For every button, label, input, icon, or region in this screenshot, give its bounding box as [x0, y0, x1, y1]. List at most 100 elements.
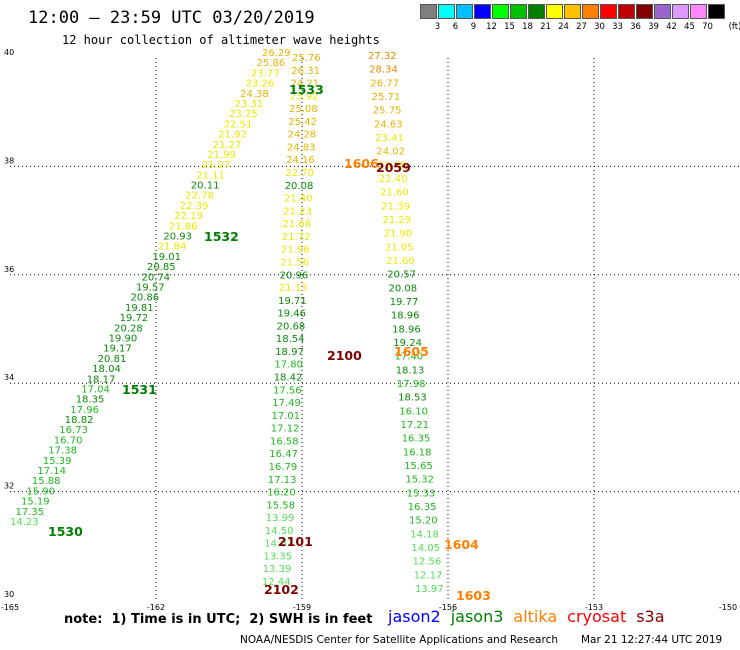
colorbar-label: 39: [648, 22, 659, 32]
wave-height-label: 18.97: [275, 347, 304, 358]
wave-height-label: 21.13: [279, 283, 308, 294]
colorbar-swatch: [456, 4, 473, 19]
colorbar-label: 42: [666, 22, 677, 32]
track-time-label: 1533: [289, 82, 324, 97]
map-tick-labels: -165 -162 -159 -156 -153 -150 30 32 34 36 38 40: [1, 48, 737, 612]
wave-height-label: 21.27: [213, 140, 242, 151]
wave-height-label: 25.71: [372, 92, 401, 103]
map-grid: [10, 58, 740, 600]
wave-height-label: 21.23: [283, 206, 312, 217]
colorbar-swatch: [672, 4, 689, 19]
wave-height-values: 14.2317.3515.1915.9015.8817.1415.3917.38…: [10, 48, 444, 595]
wave-height-label: 15.65: [404, 461, 433, 472]
wave-height-label: 14.50: [265, 526, 294, 537]
colorbar-swatch: [600, 4, 617, 19]
wave-height-label: 12.56: [413, 557, 442, 568]
wave-height-label: 20.74: [142, 272, 171, 283]
wave-height-label: 16.20: [267, 488, 296, 499]
wave-height-label: 22.40: [379, 174, 408, 185]
wave-height-label: 19.57: [136, 283, 165, 294]
wave-height-label: 17.13: [268, 475, 297, 486]
colorbar-swatch: [438, 4, 455, 19]
lat-tick-label: 40: [4, 48, 14, 57]
wave-height-label: 21.56: [280, 258, 309, 269]
track-time-label: 2059: [376, 160, 411, 175]
track-time-label: 1531: [122, 382, 157, 397]
satellite-legend-item: jason2: [388, 607, 441, 626]
wave-height-label: 24.16: [286, 155, 315, 166]
colorbar-label: 70: [702, 22, 713, 32]
wave-height-label: 13.39: [263, 564, 292, 575]
wave-height-label: 17.01: [272, 411, 301, 422]
track-time-label: 1603: [456, 588, 491, 603]
wave-height-label: 16.35: [408, 502, 437, 513]
wave-height-label: 15.19: [21, 497, 50, 508]
wave-height-label: 21.90: [384, 229, 413, 240]
wave-height-label: 16.18: [403, 447, 432, 458]
wave-height-label: 21.60: [380, 188, 409, 199]
wave-height-label: 22.78: [185, 191, 214, 202]
track-time-label: 1604: [444, 537, 479, 552]
satellite-legend-item: s3a: [636, 607, 665, 626]
wave-height-label: 21.60: [386, 256, 415, 267]
colorbar-label: 18: [522, 22, 533, 32]
wave-height-label: 20.81: [98, 354, 127, 365]
wave-height-label: 18.96: [391, 311, 420, 322]
wave-height-label: 26.77: [370, 78, 399, 89]
lat-tick-label: 32: [4, 482, 14, 491]
colorbar-swatch: [636, 4, 653, 19]
wave-height-label: 20.28: [114, 323, 143, 334]
wave-height-label: 25.08: [289, 104, 318, 115]
wave-height-label: 20.11: [191, 181, 220, 192]
wave-height-label: 15.90: [26, 486, 55, 497]
colorbar-swatch: [708, 4, 725, 19]
wave-height-label: 17.40: [395, 352, 424, 363]
wave-height-label: 21.84: [158, 242, 187, 253]
wave-height-label: 21.99: [207, 150, 236, 161]
wave-height-label: 12.44: [262, 577, 291, 588]
satellite-legend-item: cryosat: [567, 607, 627, 626]
wave-height-label: 15.39: [43, 456, 72, 467]
wave-height-label: 19.17: [103, 344, 132, 355]
colorbar-unit: (ft): [728, 22, 740, 32]
wave-height-label: 22.19: [174, 211, 203, 222]
wave-height-label: 16.73: [59, 425, 88, 436]
wave-height-label: 19.81: [125, 303, 154, 314]
lon-tick-label: -159: [293, 603, 311, 612]
wave-height-label: 16.70: [54, 435, 83, 446]
wave-height-label: 17.49: [272, 398, 301, 409]
wave-height-label: 18.82: [65, 415, 94, 426]
wave-height-label: 23.78: [378, 160, 407, 171]
wave-height-label: 23.41: [375, 133, 404, 144]
colorbar-label: 24: [558, 22, 569, 32]
wave-height-label: 20.68: [277, 321, 306, 332]
wave-height-label: 24.21: [291, 79, 320, 90]
colorbar-swatch: [582, 4, 599, 19]
colorbar-label: 6: [452, 22, 459, 32]
wave-height-label: 23.77: [251, 68, 280, 79]
colorbar-swatch: [528, 4, 545, 19]
wave-height-label: 25.75: [373, 106, 402, 117]
wave-height-label: 21.92: [218, 130, 247, 141]
wave-height-label: 19.46: [277, 309, 306, 320]
wave-height-label: 20.57: [387, 270, 416, 281]
wave-height-label: 23.25: [229, 109, 258, 120]
track-time-label: 1532: [204, 229, 239, 244]
colorbar-swatch: [690, 4, 707, 19]
wave-height-label: 14.07: [264, 539, 293, 550]
wave-height-label: 21.05: [385, 242, 414, 253]
wave-height-label: 15.33: [407, 488, 436, 499]
map-subtitle: 12 hour collection of altimeter wave hei…: [62, 33, 380, 47]
credit-text: NOAA/NESDIS Center for Satellite Applica…: [240, 634, 558, 646]
wave-height-label: 18.35: [76, 395, 105, 406]
wave-height-label: 17.12: [271, 424, 300, 435]
wave-height-label: 22.51: [224, 119, 253, 130]
wave-height-label: 19.71: [278, 296, 307, 307]
wave-height-label: 18.17: [87, 374, 116, 385]
lon-tick-label: -162: [147, 603, 165, 612]
wave-height-label: 20.08: [389, 283, 418, 294]
wave-height-label: 20.86: [131, 293, 160, 304]
wave-height-label: 21.72: [282, 232, 311, 243]
wave-height-label: 19.72: [120, 313, 149, 324]
wave-height-label: 21.39: [381, 201, 410, 212]
